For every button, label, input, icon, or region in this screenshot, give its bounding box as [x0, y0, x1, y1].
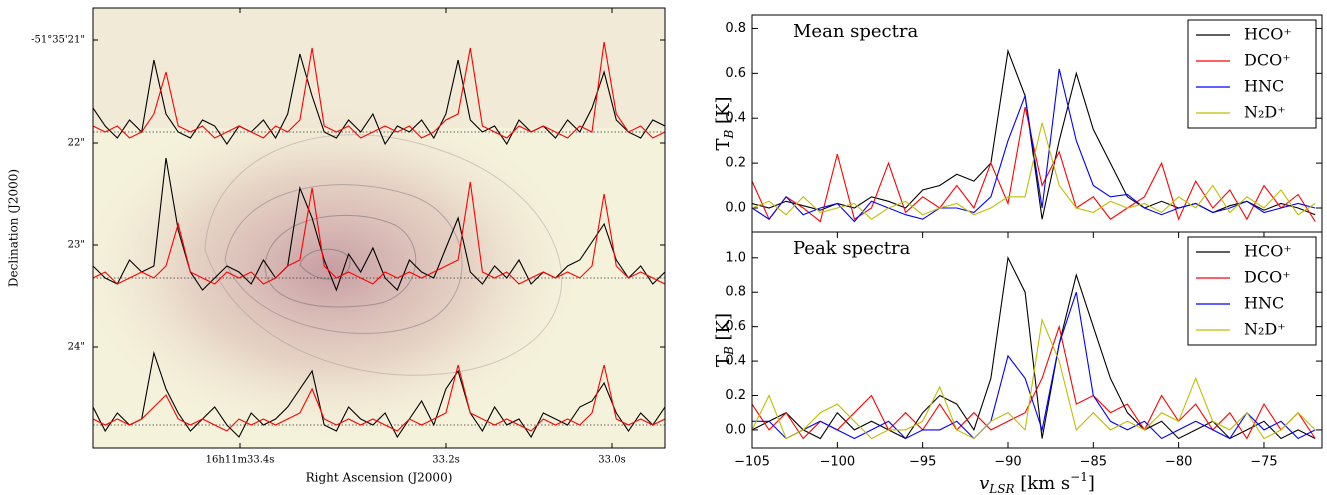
y-axis-label: Declination (J2000): [7, 169, 21, 287]
legend-label: DCO⁺: [1244, 51, 1291, 70]
legend-box: [1187, 19, 1317, 129]
panel-title: Mean spectra: [793, 21, 918, 42]
legend-label: HNC: [1244, 294, 1284, 313]
y-tick-label: 0.4: [725, 354, 746, 369]
x-axis-label-part: ]: [1088, 473, 1095, 494]
y-tick-label: 23": [68, 240, 85, 251]
y-tick-label: 24": [68, 342, 85, 353]
y-tick-label: 0.6: [725, 319, 746, 334]
y-tick-label: 0.2: [725, 388, 746, 403]
y-tick-label: -51°35'21": [31, 35, 85, 46]
y-axis-label-part: [K]: [713, 96, 734, 129]
series-line: [752, 324, 1316, 440]
legend-label: N₂D⁺: [1244, 103, 1286, 122]
legend-label: HNC: [1244, 77, 1284, 96]
y-tick-label: 1.0: [725, 250, 746, 265]
x-tick-label: −95: [909, 455, 936, 470]
y-axis-label-part: [K]: [713, 313, 734, 346]
x-tick-label: 33.0s: [598, 455, 625, 466]
spectrum-line: [93, 350, 665, 439]
y-tick-label: 0.8: [725, 285, 746, 300]
y-axis-label: TB [K]: [713, 313, 736, 367]
y-axis-label-part: T: [713, 139, 734, 151]
series-line: [752, 292, 1316, 440]
panel-title: Peak spectra: [793, 238, 911, 259]
y-tick-label: 0.0: [725, 422, 746, 437]
spectra-plots: 0.0 0.2 0.4 0.6 0.8 Mean spectra HCO⁺ DCO⁺ HNC N₂…: [713, 14, 1323, 495]
x-tick-label: −105: [734, 455, 770, 470]
x-axis-label: vLSR [km s−1]: [979, 470, 1095, 495]
y-axis-label-part: T: [713, 355, 734, 367]
x-axis-label: Right Ascension (J2000): [306, 471, 453, 485]
y-tick-label: 0.8: [725, 21, 746, 36]
x-axis-label-part: v: [979, 473, 989, 494]
legend-box: [1187, 236, 1317, 346]
y-tick-label: 0.0: [725, 200, 746, 215]
legend-label: DCO⁺: [1244, 268, 1291, 287]
plot-frame: [751, 231, 1323, 449]
y-tick-label: 0.2: [725, 156, 746, 171]
y-tick-label: 0.6: [725, 66, 746, 81]
x-axis-label-part: −1: [1070, 470, 1088, 484]
y-axis-label: TB [K]: [713, 96, 736, 150]
y-tick-label: 0.4: [725, 111, 746, 126]
legend-label: N₂D⁺: [1244, 320, 1286, 339]
x-axis-label-part: [km s: [1014, 473, 1070, 494]
map-frame: [92, 7, 666, 449]
series-line: [752, 122, 1316, 220]
x-tick-label: −85: [1080, 455, 1107, 470]
x-tick-label: −100: [819, 455, 855, 470]
legend-label: HCO⁺: [1244, 242, 1292, 261]
map-background: [93, 8, 665, 448]
spectrum-line: [93, 41, 665, 139]
series-line: [752, 317, 1316, 440]
series-line: [752, 68, 1316, 223]
x-tick-label: −90: [994, 455, 1021, 470]
y-axis-label-part: B: [722, 130, 736, 140]
spectral-map: -51°35'21" 22" 23" 24" 16h11m33.4s 33.2s 33.0s…: [7, 8, 665, 485]
y-axis-label-part: B: [722, 346, 736, 356]
spectrum-line: [93, 364, 665, 432]
x-tick-label: 16h11m33.4s: [206, 455, 275, 466]
x-tick-label: 33.2s: [432, 455, 459, 466]
legend-label: HCO⁺: [1244, 25, 1292, 44]
spectrum-line: [93, 181, 665, 285]
x-tick-label: −75: [1250, 455, 1277, 470]
x-axis-label-part: LSR: [988, 482, 1014, 495]
y-tick-label: 22": [68, 138, 85, 149]
x-tick-label: −80: [1165, 455, 1192, 470]
